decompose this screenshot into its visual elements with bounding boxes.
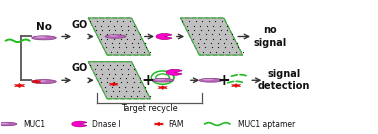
Polygon shape — [88, 18, 150, 55]
Ellipse shape — [35, 36, 46, 38]
Ellipse shape — [108, 35, 118, 37]
Text: MUC1: MUC1 — [23, 120, 45, 129]
Ellipse shape — [152, 79, 174, 82]
Ellipse shape — [32, 80, 56, 84]
Ellipse shape — [203, 79, 213, 80]
Wedge shape — [156, 34, 172, 40]
Polygon shape — [109, 82, 118, 86]
Polygon shape — [231, 84, 241, 88]
Ellipse shape — [0, 123, 9, 124]
Wedge shape — [72, 121, 87, 127]
Polygon shape — [181, 18, 243, 55]
Ellipse shape — [155, 79, 165, 80]
Polygon shape — [32, 80, 41, 83]
Text: GO: GO — [72, 63, 88, 73]
Wedge shape — [166, 69, 182, 75]
Text: Target recycle: Target recycle — [121, 104, 178, 113]
Ellipse shape — [32, 36, 56, 40]
Text: Dnase I: Dnase I — [92, 120, 121, 129]
Text: FAM: FAM — [168, 120, 184, 129]
Text: no
signal: no signal — [253, 25, 287, 48]
Ellipse shape — [35, 80, 46, 82]
Polygon shape — [14, 83, 25, 88]
Text: signal
detection: signal detection — [258, 69, 310, 92]
Text: GO: GO — [72, 20, 88, 30]
Text: MUC1 aptamer: MUC1 aptamer — [238, 120, 295, 129]
Ellipse shape — [0, 122, 17, 126]
Polygon shape — [154, 122, 164, 126]
Polygon shape — [88, 62, 150, 99]
Ellipse shape — [199, 78, 223, 82]
Text: No: No — [36, 22, 52, 32]
Polygon shape — [158, 86, 167, 90]
Text: +: + — [217, 73, 230, 88]
Text: +: + — [141, 73, 154, 88]
Ellipse shape — [105, 35, 126, 38]
